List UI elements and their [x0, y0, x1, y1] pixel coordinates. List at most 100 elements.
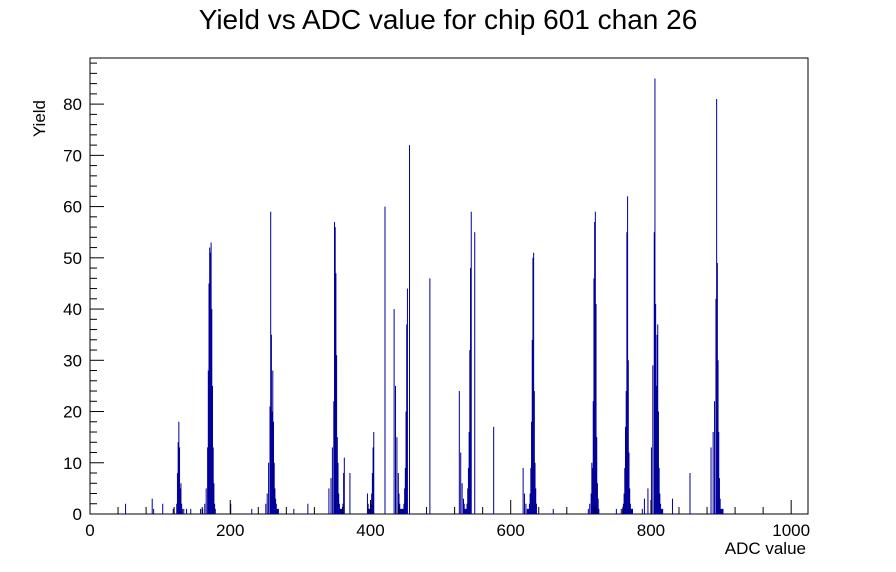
histogram-bar: [151, 498, 153, 514]
histogram-bar: [177, 442, 179, 514]
histogram-bar: [714, 401, 716, 514]
histogram-bar: [596, 437, 598, 514]
histogram-bar: [399, 503, 401, 514]
histogram-bar: [209, 247, 211, 514]
histogram-bar: [343, 457, 345, 514]
histogram-bar: [643, 498, 645, 514]
histogram-bar: [405, 411, 407, 514]
x-tick-label: 1000: [772, 521, 810, 540]
histogram-bar: [710, 447, 712, 514]
histogram-bar: [273, 462, 275, 514]
histogram-bar: [406, 288, 408, 514]
histogram-bar: [660, 503, 662, 514]
histogram-bar: [406, 324, 408, 514]
histogram-bar: [469, 350, 471, 514]
histogram-bar: [368, 508, 370, 514]
histogram-bar: [335, 273, 337, 514]
histogram-bar: [272, 370, 274, 514]
histogram-bar: [631, 508, 633, 514]
histogram-bar: [183, 508, 185, 514]
histogram-bar: [271, 411, 273, 514]
histogram-bar: [661, 508, 663, 514]
histogram-bar: [393, 309, 395, 514]
histogram-bar: [397, 473, 399, 514]
x-tick-label: 400: [356, 521, 384, 540]
histogram-bar: [371, 473, 373, 514]
histogram-bar: [627, 196, 629, 514]
histogram-bar: [615, 508, 617, 514]
histogram-bar: [493, 426, 495, 514]
histogram-bar: [337, 462, 339, 514]
histogram-bar: [367, 503, 369, 514]
histogram-bar: [213, 483, 215, 514]
histogram-bar: [338, 503, 340, 514]
histogram-bar: [403, 503, 405, 514]
histogram-bar: [522, 467, 524, 514]
histogram-bar: [366, 493, 368, 514]
histogram-bar: [153, 508, 155, 514]
x-axis: 0 200 400 600 800 1000: [85, 500, 810, 540]
histogram-bar: [396, 437, 398, 514]
histogram-bar: [307, 503, 309, 514]
y-tick-label: 50: [63, 249, 82, 268]
x-tick-label: 800: [637, 521, 665, 540]
histogram-bar: [718, 432, 720, 514]
histogram-bar: [718, 478, 720, 514]
histogram-bar: [336, 355, 338, 514]
histogram-bar: [533, 252, 535, 514]
histogram-bar: [125, 503, 127, 514]
histogram-bar: [269, 406, 271, 514]
histogram-bar: [214, 503, 216, 514]
histogram-bar: [330, 478, 332, 514]
histogram-bar: [369, 508, 371, 514]
histogram-bar: [594, 221, 596, 514]
histogram-bar: [400, 508, 402, 514]
histogram-bar: [395, 385, 397, 514]
histogram-bar: [658, 467, 660, 514]
histogram-bar: [334, 221, 336, 514]
histogram-bar: [277, 508, 279, 514]
histogram-bar: [190, 508, 192, 514]
histogram-bar: [595, 303, 597, 514]
histogram-bar: [597, 498, 599, 514]
histogram-bar: [659, 493, 661, 514]
x-tick-label: 600: [497, 521, 525, 540]
histogram-bar: [656, 334, 658, 514]
histogram-bar: [276, 508, 278, 514]
histogram-bar: [525, 503, 527, 514]
histogram-bar: [176, 473, 178, 514]
histogram-bar: [275, 498, 277, 514]
histogram-bar: [528, 503, 530, 514]
histogram-bar: [596, 483, 598, 514]
histogram-bar: [211, 309, 213, 514]
histogram-bar: [463, 503, 465, 514]
y-axis-label: Yield: [30, 100, 49, 137]
histogram-bar: [528, 508, 530, 514]
histogram-bar: [338, 493, 340, 514]
histogram-bar: [657, 324, 659, 514]
histogram-bar: [532, 257, 534, 514]
histogram-bar: [594, 211, 596, 514]
histogram-bar: [214, 508, 216, 514]
histogram-bar: [265, 503, 267, 514]
y-tick-label: 30: [63, 351, 82, 370]
histogram-bar: [626, 232, 628, 514]
histogram-bar: [591, 462, 593, 514]
histogram-bar: [720, 508, 722, 514]
histogram-bar: [641, 508, 643, 514]
histogram-bar: [463, 498, 465, 514]
histogram-bar: [349, 473, 351, 514]
histogram-bar: [529, 493, 531, 514]
histogram-bar: [590, 493, 592, 514]
histogram-bar: [186, 508, 188, 514]
histogram-bar: [589, 503, 591, 514]
histogram-bar: [531, 339, 533, 514]
histogram-bar: [592, 401, 594, 514]
histogram-bar: [180, 483, 182, 514]
histogram-bar: [464, 508, 466, 514]
histogram-bar: [470, 268, 472, 514]
histogram-bar: [647, 488, 649, 514]
histogram-bar: [552, 508, 554, 514]
histogram-bar: [531, 421, 533, 514]
histogram-bar: [465, 508, 467, 514]
